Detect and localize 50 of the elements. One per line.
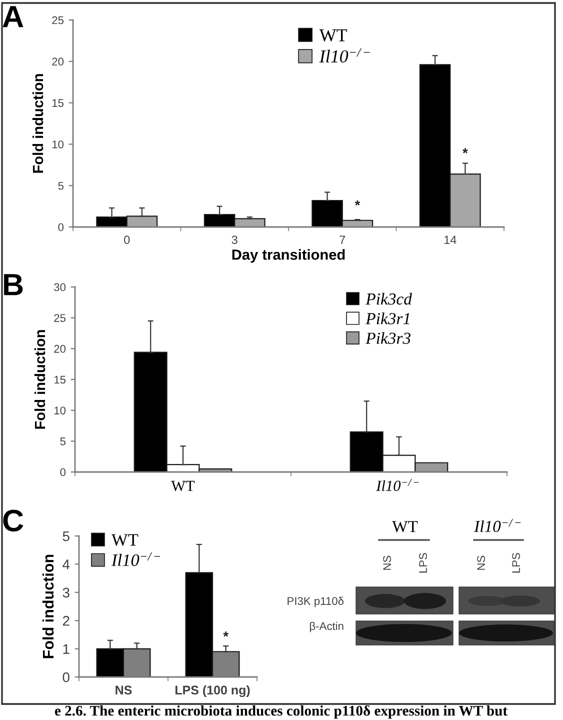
text: β-Actin bbox=[310, 622, 344, 632]
chart-title: A bbox=[2, 6, 24, 28]
text: LPS bbox=[512, 553, 520, 573]
legend-label: Il10$^{−/−}$ bbox=[319, 48, 370, 63]
y-tick-label: 20 bbox=[54, 344, 66, 353]
y-tick-label: 25 bbox=[52, 16, 64, 24]
y-tick-label: 25 bbox=[54, 314, 66, 322]
y-tick-label: 5 bbox=[62, 531, 70, 542]
text: LPS bbox=[419, 553, 427, 573]
y-tick-label: 15 bbox=[52, 99, 64, 107]
annotation: * bbox=[354, 200, 360, 206]
annotation: * bbox=[462, 148, 468, 154]
legend-label: Pik3cd bbox=[366, 292, 412, 305]
y-tick-label: 0 bbox=[58, 223, 64, 232]
x-tick-label: 7 bbox=[340, 236, 346, 244]
chart-title: C bbox=[3, 510, 24, 532]
chart-title: B bbox=[4, 274, 23, 296]
legend-label: Pik3r1 bbox=[366, 312, 410, 324]
y-tick-label: 5 bbox=[58, 182, 64, 190]
x-tick-label: 0 bbox=[124, 236, 130, 244]
x-tick-label: 14 bbox=[444, 236, 456, 244]
legend-label: WT bbox=[111, 534, 138, 546]
text: Il10$^{−/−}$ bbox=[474, 518, 521, 532]
x-axis-title: Day transitioned bbox=[232, 249, 345, 263]
y-tick-label: 3 bbox=[62, 588, 70, 598]
x-tick-label: LPS (100 ng) bbox=[175, 685, 250, 698]
text: WT bbox=[392, 521, 418, 532]
y-tick-label: 20 bbox=[52, 58, 64, 66]
legend-label: Pik3r3 bbox=[366, 332, 410, 344]
annotation: * bbox=[223, 632, 229, 637]
text: NS bbox=[383, 556, 391, 570]
y-tick-label: 30 bbox=[54, 283, 66, 292]
y-tick-label: 0 bbox=[60, 468, 66, 476]
y-tick-label: 1 bbox=[63, 644, 70, 654]
y-tick-label: 0 bbox=[62, 672, 70, 682]
text: NS bbox=[477, 556, 485, 570]
text: e 2.6. The enteric microbiota induces colonic p110δ expression in WT but bbox=[54, 705, 508, 719]
legend-label: WT bbox=[319, 29, 348, 42]
x-tick-label: 3 bbox=[232, 236, 238, 244]
legend-label: Il10$^{−/−}$ bbox=[111, 552, 160, 566]
y-tick-label: 2 bbox=[62, 616, 70, 626]
text: PI3K p110δ bbox=[288, 596, 344, 608]
y-tick-label: 10 bbox=[54, 406, 66, 414]
y-axis-title: Fold induction bbox=[42, 554, 54, 658]
y-tick-label: 15 bbox=[54, 376, 66, 384]
y-tick-label: 5 bbox=[60, 438, 66, 446]
y-axis-title: Fold induction bbox=[34, 330, 46, 429]
y-tick-label: 4 bbox=[62, 560, 70, 570]
y-tick-label: 10 bbox=[52, 140, 64, 148]
y-axis-title: Fold induction bbox=[32, 74, 44, 173]
